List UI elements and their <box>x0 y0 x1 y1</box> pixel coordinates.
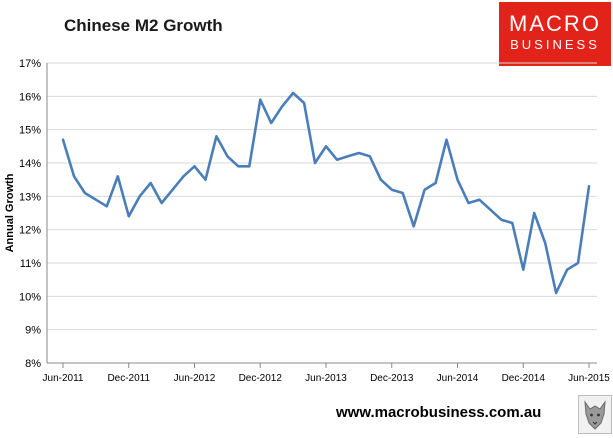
data-point <box>259 98 262 101</box>
data-point <box>303 102 305 104</box>
x-tick-label: Dec-2011 <box>107 373 150 384</box>
data-point <box>478 198 481 201</box>
x-tick-label: Jun-2012 <box>174 373 216 384</box>
data-point <box>489 208 492 211</box>
data-point <box>62 138 64 141</box>
x-tick-label: Dec-2014 <box>502 373 546 384</box>
series-lines <box>61 91 591 295</box>
y-tick-label: 11% <box>20 258 41 270</box>
x-tick-label: Jun-2015 <box>568 373 610 384</box>
data-point <box>522 268 525 271</box>
data-point <box>292 92 294 94</box>
y-tick-label: 10% <box>19 291 41 303</box>
x-tick-labels: Jun-2011 Dec-2011 Jun-2012 Dec-2012 Jun-2013… <box>43 373 611 384</box>
macrobusiness-logo: MACRO BUSINESS <box>499 2 611 66</box>
data-point <box>445 138 448 141</box>
y-tick-label: 16% <box>19 91 41 103</box>
x-tick-label: Jun-2014 <box>437 373 479 384</box>
axes <box>46 63 597 368</box>
data-point <box>456 178 459 181</box>
data-point <box>149 182 152 184</box>
data-point <box>588 185 590 188</box>
data-point <box>171 188 174 191</box>
data-point <box>412 225 415 228</box>
logo-line2: BUSINESS <box>510 37 600 52</box>
data-point <box>555 292 557 294</box>
grid-lines <box>47 62 597 331</box>
y-tick-label: 17% <box>19 58 41 70</box>
data-point <box>467 202 470 204</box>
y-axis-label: Annual Growth <box>4 173 16 252</box>
data-point <box>577 262 579 264</box>
x-tick-label: Dec-2012 <box>239 373 283 384</box>
data-point <box>84 192 86 194</box>
y-tick-label: 14% <box>19 158 41 170</box>
data-point <box>138 195 141 198</box>
data-point <box>500 218 503 221</box>
x-tick-label: Dec-2013 <box>370 373 414 384</box>
data-point <box>204 178 207 181</box>
data-point <box>160 202 163 204</box>
data-point <box>325 145 327 148</box>
y-tick-label: 15% <box>19 125 41 137</box>
data-point <box>401 192 404 194</box>
data-point <box>248 165 251 168</box>
data-point <box>116 175 119 178</box>
wolf-badge-icon <box>578 395 612 434</box>
y-tick-label: 13% <box>19 191 41 203</box>
data-point <box>95 198 97 201</box>
data-point <box>511 222 514 224</box>
x-tick-label: Jun-2011 <box>43 373 84 384</box>
data-point <box>544 242 546 244</box>
data-point <box>369 155 371 158</box>
data-point <box>215 135 218 138</box>
data-point <box>281 105 283 108</box>
y-tick-labels: 8% 9% 10% 11% 12% 13% 14% 15% 16% 17% <box>19 58 41 370</box>
data-point <box>358 152 360 154</box>
data-point <box>533 212 536 214</box>
data-point <box>434 182 437 184</box>
data-point <box>390 188 393 191</box>
data-point <box>73 175 75 178</box>
data-point <box>347 155 349 158</box>
data-point <box>423 188 426 191</box>
y-tick-label: 8% <box>25 358 41 370</box>
x-tick-label: Jun-2013 <box>305 373 347 384</box>
data-point <box>237 165 240 168</box>
data-point <box>193 165 196 168</box>
chart-title: Chinese M2 Growth <box>64 16 223 35</box>
data-point <box>566 268 568 271</box>
data-point <box>106 205 108 208</box>
data-point <box>127 215 130 218</box>
y-tick-label: 12% <box>19 225 41 237</box>
data-point <box>182 175 185 178</box>
data-point <box>379 178 382 181</box>
y-tick-label: 9% <box>25 325 41 337</box>
logo-line1: MACRO <box>509 11 601 36</box>
data-point <box>226 155 229 158</box>
data-point <box>336 158 338 161</box>
website-url: www.macrobusiness.com.au <box>336 404 542 421</box>
data-point <box>314 162 316 164</box>
data-point <box>270 122 273 124</box>
